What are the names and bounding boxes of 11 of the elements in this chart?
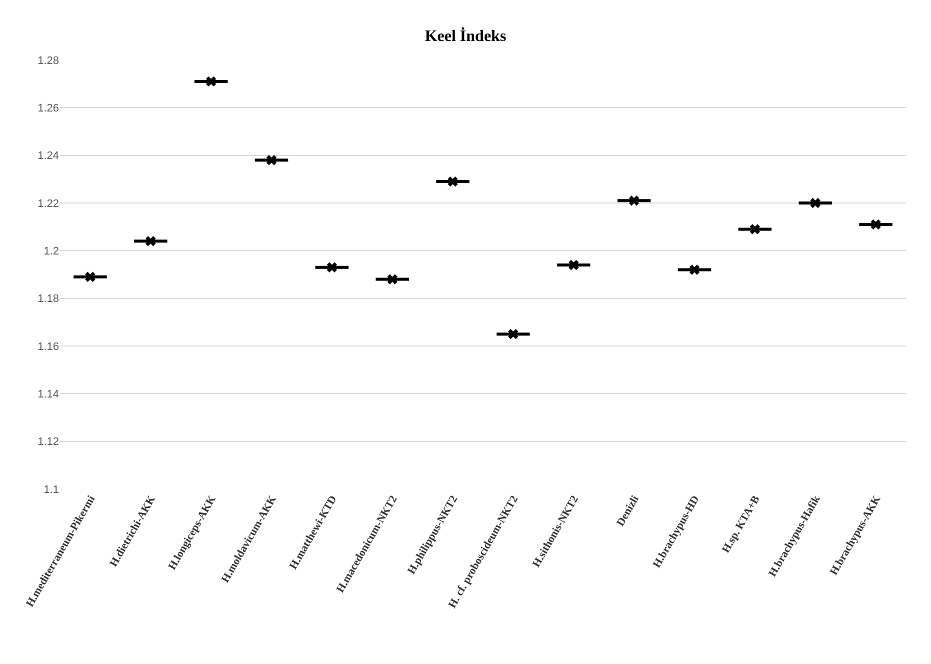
y-tick-label: 1.28 xyxy=(38,54,59,67)
y-tick-label: 1.24 xyxy=(38,150,59,162)
y-tick-label: 1.14 xyxy=(38,388,59,401)
y-tick-label: 1.2 xyxy=(44,246,59,258)
y-tick-label: 1.12 xyxy=(38,436,59,448)
y-tick-label: 1.22 xyxy=(38,198,59,210)
y-tick-label: 1.1 xyxy=(44,484,59,496)
chart-title: Keel İndeks xyxy=(424,27,506,46)
y-tick-label: 1.16 xyxy=(38,340,59,353)
y-tick-label: 1.26 xyxy=(38,102,59,115)
y-tick-label: 1.18 xyxy=(38,293,59,306)
